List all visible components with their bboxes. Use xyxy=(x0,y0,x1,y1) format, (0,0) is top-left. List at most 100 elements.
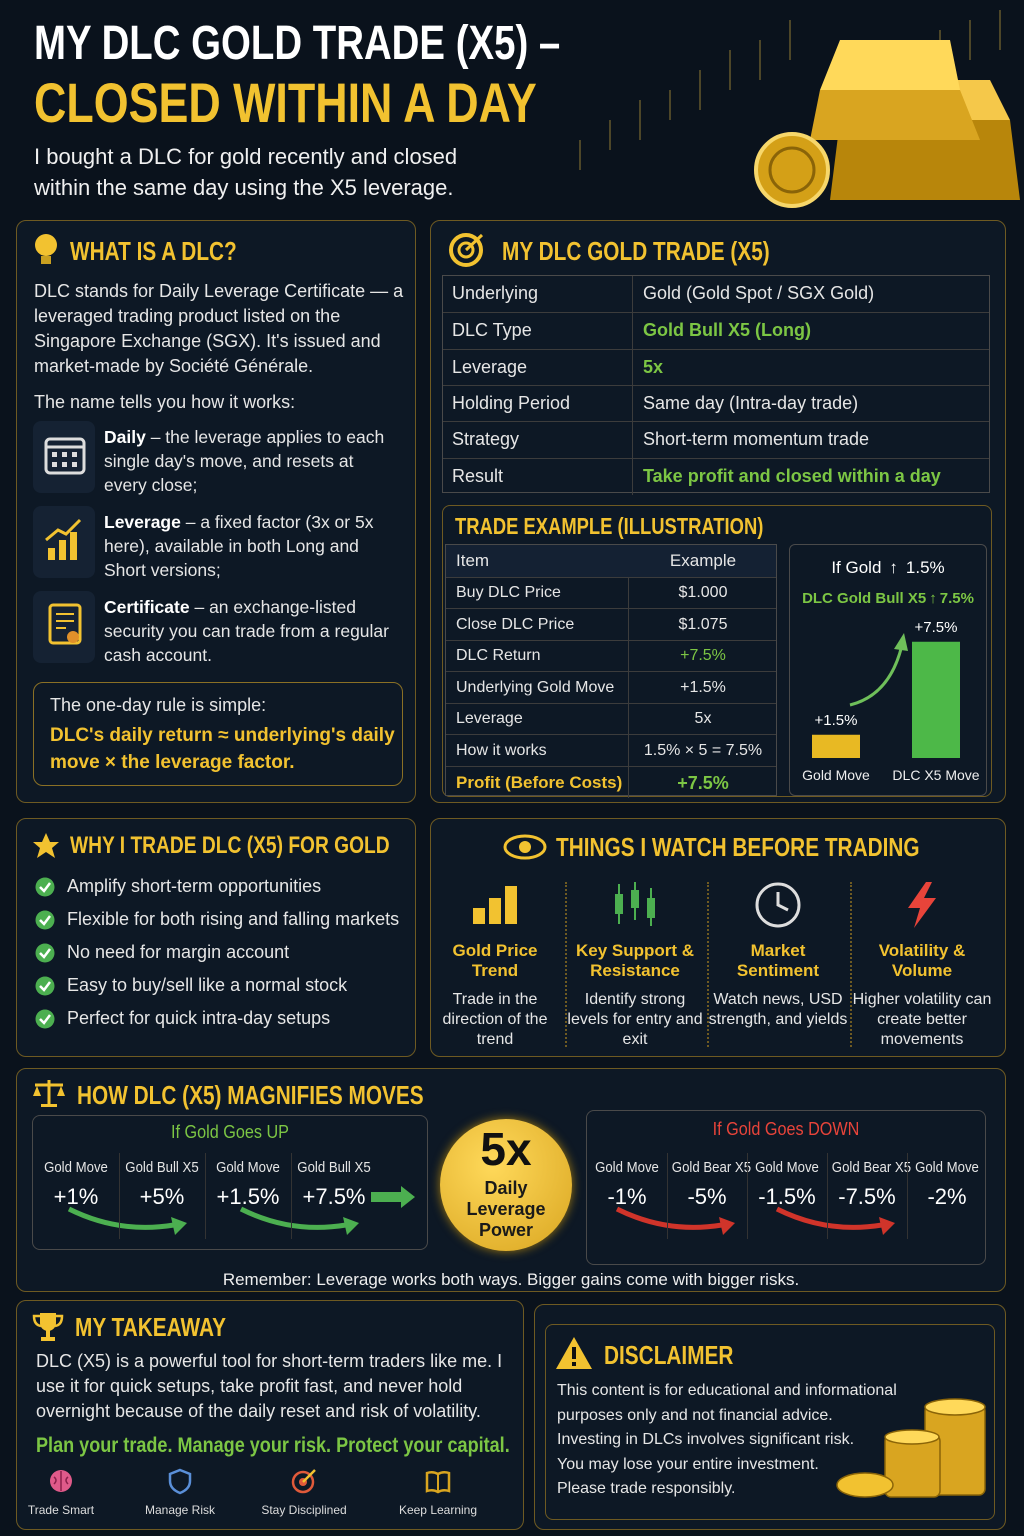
icon-shape xyxy=(39,1014,51,1025)
icon-shape xyxy=(473,886,517,924)
lead: The name tells you how it works: xyxy=(34,392,296,412)
watch-text: Higher volatility can create better move… xyxy=(852,991,992,1048)
rule: DLC's daily return ≈ underlying's daily … xyxy=(50,725,395,773)
subtitle: I bought a DLC for gold recently and clo… xyxy=(34,144,458,200)
icon-shape xyxy=(48,532,77,560)
bulb-icon xyxy=(35,234,57,264)
row-value: Short-term momentum trade xyxy=(643,429,870,450)
icon-shape xyxy=(41,1104,57,1107)
move-arrows xyxy=(67,1186,415,1235)
heading: HOW DLC (X5) MAGNIFIES MOVES xyxy=(77,1080,424,1110)
icon-shape xyxy=(908,882,936,928)
watch-title: Volatility & Volume xyxy=(878,941,966,980)
icon-shape xyxy=(519,841,531,853)
table-row: Leverage 5x xyxy=(446,702,776,735)
arrowhead xyxy=(879,1217,895,1235)
icon-shape xyxy=(72,462,77,467)
icon-shape xyxy=(449,233,483,267)
disclaimer-line: You may lose your entire investment. xyxy=(557,1455,819,1473)
heading: THINGS I WATCH BEFORE TRADING xyxy=(556,832,920,862)
icon-label: Keep Learning xyxy=(398,1503,478,1517)
takeaway-icon xyxy=(425,1470,451,1494)
table-row: Strategy Short-term momentum trade xyxy=(443,421,989,459)
condition-label: If Gold xyxy=(831,558,882,577)
icon-shape xyxy=(820,40,960,90)
icon-label: Manage Risk xyxy=(144,1503,216,1517)
row-divider xyxy=(632,386,633,423)
move-column: Gold Move xyxy=(915,1159,979,1176)
column-divider xyxy=(747,1153,748,1239)
icon-shape xyxy=(35,910,55,930)
move-label: If Gold Goes DOWN xyxy=(712,1119,860,1139)
example-box xyxy=(442,505,992,797)
icon-shape xyxy=(776,892,789,912)
title-line-2: CLOSED WITHIN A DAY xyxy=(34,71,537,134)
bar xyxy=(812,734,860,758)
table-row: Profit (Before Costs) +7.5% xyxy=(446,765,776,798)
column-divider xyxy=(827,1153,828,1239)
row-label: Result xyxy=(452,465,504,486)
row-item: Profit (Before Costs) xyxy=(456,773,623,793)
move-value: -1% xyxy=(607,1184,647,1209)
coins-art xyxy=(836,1398,986,1498)
rule-lead: The one-day rule is simple: xyxy=(50,695,267,715)
up-box: If Gold Goes UP Gold Move +1% Gold Bull X5 +… xyxy=(32,1115,428,1250)
column-header: Item xyxy=(456,550,490,570)
row-divider xyxy=(632,276,633,313)
icon-shape xyxy=(924,1398,986,1416)
row-divider xyxy=(628,609,629,641)
row-value: Gold Bull X5 (Long) xyxy=(643,320,811,341)
table-row: Leverage 5x xyxy=(443,348,989,386)
icon-shape xyxy=(35,943,55,963)
bar-category: Gold Move xyxy=(802,767,870,783)
icon-shape xyxy=(647,898,655,918)
row-label: DLC Type xyxy=(452,320,532,341)
icon-shape xyxy=(62,452,67,457)
takeaway-icon xyxy=(168,1468,192,1495)
heading: DISCLAIMER xyxy=(604,1340,734,1370)
arrow xyxy=(67,1206,175,1230)
title-line-1: MY DLC GOLD TRADE (X5) – xyxy=(34,17,561,70)
row-item: Buy DLC Price xyxy=(456,584,561,602)
icon-shape xyxy=(884,1429,940,1445)
trophy-icon xyxy=(32,1313,64,1341)
badge-text: Daily Leverage Power xyxy=(466,1178,546,1240)
trade-table: Underlying Gold (Gold Spot / SGX Gold) DLC… xyxy=(442,275,990,495)
icon-shape xyxy=(35,234,57,256)
row-divider xyxy=(632,458,633,495)
separator xyxy=(565,882,567,1047)
row-example: 1.5% × 5 = 7.5% xyxy=(643,741,763,759)
watch-title: Gold Price Trend xyxy=(452,941,538,980)
leverage-badge xyxy=(440,1119,572,1251)
disclaimer-line: This content is for educational and info… xyxy=(557,1382,897,1424)
icon-shape xyxy=(59,540,66,560)
icon-shape xyxy=(754,132,830,208)
watch-icon xyxy=(755,882,801,928)
icon-shape xyxy=(503,834,547,860)
move-column: Gold Move xyxy=(44,1159,108,1176)
icon-shape xyxy=(67,631,79,643)
watch-title: Key Support & Resistance xyxy=(575,941,695,980)
badge-big: 5x xyxy=(480,1123,532,1175)
arrowhead xyxy=(719,1217,735,1235)
panel xyxy=(16,818,416,1057)
trend-arrow xyxy=(849,644,904,707)
check-icon xyxy=(35,943,55,963)
row-example: 5x xyxy=(694,710,712,728)
rule-box xyxy=(33,682,403,786)
icon-shape xyxy=(72,452,77,457)
scale-icon xyxy=(33,1080,65,1107)
watch-title: Market Sentiment xyxy=(736,941,820,980)
watch-text: Trade in the direction of the trend xyxy=(442,991,548,1048)
bar-category: DLC X5 Move xyxy=(892,767,979,783)
icon-shape xyxy=(473,908,485,924)
arrow-up: ↑ xyxy=(889,558,898,577)
move-label: If Gold Goes UP xyxy=(171,1122,289,1142)
icon-shape xyxy=(35,976,55,996)
check-icon xyxy=(35,877,55,897)
row-divider xyxy=(628,766,629,798)
row-divider xyxy=(628,735,629,767)
row-item: Leverage xyxy=(456,710,523,728)
row-label: Leverage xyxy=(452,356,528,377)
watch-icon xyxy=(615,882,655,926)
